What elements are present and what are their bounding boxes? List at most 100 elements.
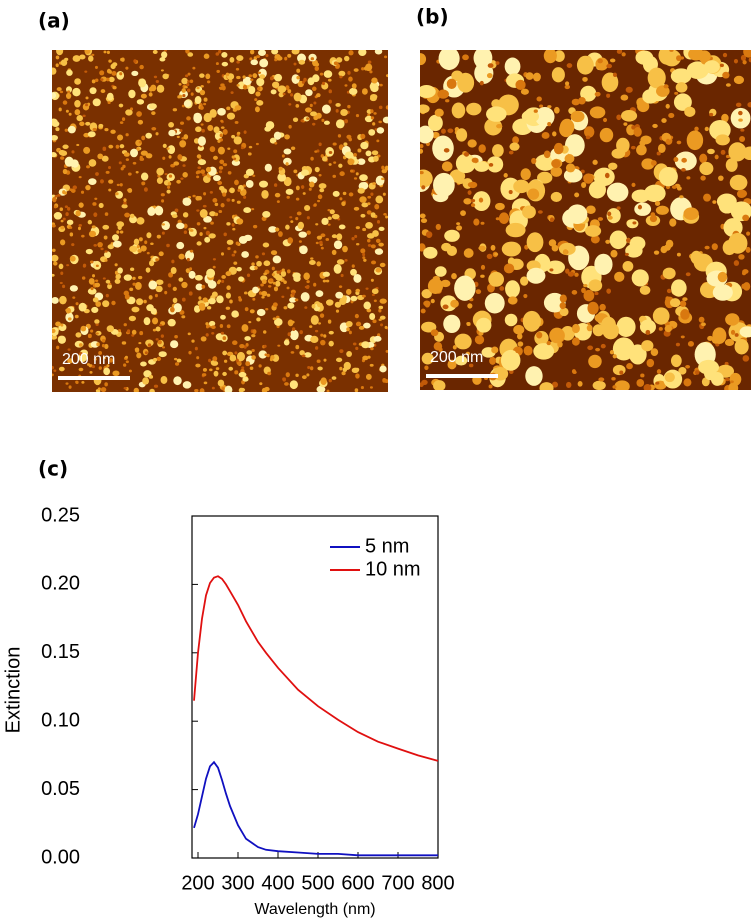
- grain: [150, 307, 157, 315]
- grain: [110, 63, 116, 70]
- grain: [420, 85, 436, 99]
- grain: [606, 63, 613, 69]
- grain: [241, 251, 249, 258]
- grain: [60, 323, 64, 327]
- grain: [367, 60, 372, 64]
- grain: [366, 308, 372, 313]
- grain: [62, 284, 66, 289]
- grain: [505, 222, 526, 238]
- grain: [357, 158, 366, 165]
- grain: [112, 234, 119, 242]
- grain: [470, 198, 476, 203]
- grain: [52, 297, 59, 304]
- grain: [181, 297, 186, 302]
- grain: [592, 380, 606, 390]
- grain: [307, 365, 311, 369]
- grain: [161, 199, 165, 203]
- grain: [70, 159, 79, 168]
- grain: [145, 153, 153, 159]
- grain: [242, 376, 249, 382]
- grain: [503, 263, 515, 274]
- grain: [238, 235, 248, 244]
- grain: [243, 207, 252, 214]
- grain: [375, 195, 384, 204]
- grain: [147, 343, 152, 347]
- grain: [60, 156, 65, 160]
- grain: [89, 278, 93, 282]
- grain: [107, 244, 114, 250]
- grain: [747, 102, 751, 108]
- grain: [486, 106, 507, 122]
- grain: [243, 130, 247, 134]
- grain: [219, 87, 223, 90]
- grain: [562, 249, 568, 255]
- grain: [360, 141, 369, 150]
- grain: [310, 315, 319, 325]
- grain: [167, 145, 176, 155]
- grain: [322, 156, 328, 162]
- grain: [111, 71, 117, 76]
- grain: [290, 146, 296, 151]
- grain: [642, 89, 659, 104]
- grain: [136, 352, 142, 359]
- grain: [365, 150, 372, 157]
- grain: [132, 161, 137, 165]
- grain: [138, 237, 143, 242]
- grain: [584, 126, 595, 138]
- grain: [452, 345, 457, 350]
- grain: [686, 130, 704, 151]
- grain: [56, 345, 60, 350]
- grain: [235, 358, 239, 363]
- grain: [295, 344, 300, 350]
- grain: [160, 69, 164, 72]
- grain: [480, 274, 485, 278]
- grain: [287, 89, 292, 94]
- grain: [227, 147, 231, 150]
- grain: [173, 161, 180, 166]
- grain: [447, 128, 454, 134]
- grain: [259, 382, 263, 386]
- grain: [60, 271, 64, 276]
- grain: [125, 109, 133, 116]
- grain: [494, 252, 499, 256]
- grain: [432, 131, 440, 139]
- grain: [117, 267, 123, 274]
- grain: [694, 370, 700, 375]
- grain: [564, 153, 575, 164]
- grain: [102, 300, 110, 308]
- grain: [271, 81, 280, 89]
- grain: [339, 171, 345, 177]
- grain: [709, 112, 714, 117]
- grain: [574, 272, 579, 277]
- grain: [254, 265, 258, 270]
- grain: [729, 380, 734, 384]
- grain: [475, 289, 482, 295]
- grain: [52, 248, 56, 252]
- grain: [740, 128, 745, 132]
- grain: [147, 206, 156, 216]
- grain: [344, 119, 349, 124]
- grain: [123, 274, 132, 281]
- grain: [116, 230, 120, 234]
- grain: [601, 316, 616, 334]
- grain: [69, 255, 76, 262]
- grain: [360, 386, 364, 390]
- grain: [609, 58, 616, 63]
- grain: [110, 129, 116, 134]
- grain: [305, 107, 312, 113]
- grain: [183, 85, 188, 89]
- grain: [158, 251, 164, 257]
- grain: [91, 79, 96, 84]
- grain: [224, 385, 233, 392]
- grain: [457, 72, 475, 93]
- grain: [252, 73, 258, 79]
- grain: [370, 212, 376, 218]
- grain: [253, 56, 258, 61]
- grain: [131, 70, 139, 77]
- grain: [663, 84, 669, 89]
- grain: [249, 57, 253, 61]
- grain: [581, 287, 586, 294]
- grain: [69, 226, 73, 229]
- grain: [293, 275, 301, 282]
- grain: [567, 204, 588, 225]
